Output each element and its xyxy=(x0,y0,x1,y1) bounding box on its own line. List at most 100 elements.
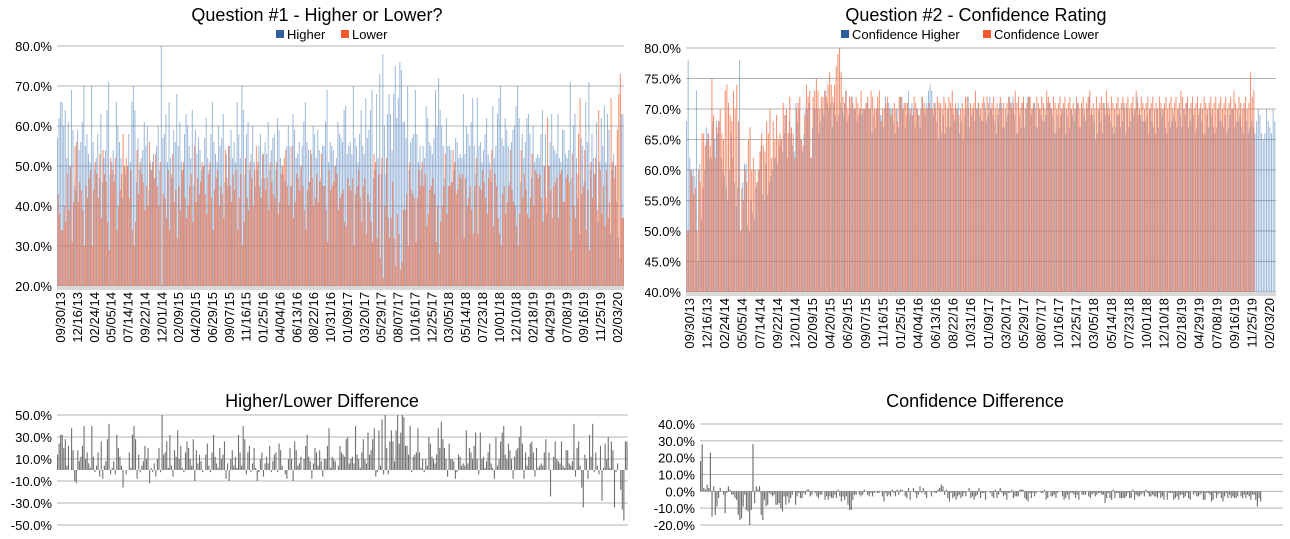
bar-higher xyxy=(699,163,701,292)
bar-higher xyxy=(112,150,114,286)
bar-lower xyxy=(1102,102,1104,293)
bar-lower xyxy=(100,218,102,286)
bar-difference xyxy=(839,491,841,497)
bar-higher xyxy=(918,115,920,292)
bar-lower xyxy=(179,210,181,286)
bar-difference xyxy=(330,467,332,470)
bar-difference xyxy=(74,470,76,481)
bar-lower xyxy=(511,190,513,286)
bar-higher xyxy=(515,106,517,286)
bar-lower xyxy=(196,178,198,286)
bar-higher xyxy=(831,127,833,292)
bar-higher xyxy=(472,98,474,286)
axis-floor xyxy=(686,292,1276,296)
bar-higher xyxy=(599,162,601,286)
bar-higher xyxy=(191,110,193,286)
bar-lower xyxy=(409,162,411,286)
bar-lower xyxy=(139,162,141,286)
bar-higher xyxy=(109,174,111,286)
bar-difference xyxy=(821,491,823,495)
bar-lower xyxy=(1200,102,1202,293)
bar-difference xyxy=(1197,491,1199,497)
bar-higher xyxy=(999,102,1001,293)
bar-lower xyxy=(749,127,751,292)
bar-lower xyxy=(1216,109,1218,292)
bar-higher xyxy=(546,214,548,286)
bar-higher xyxy=(312,126,314,286)
bar-lower xyxy=(619,74,621,286)
bar-higher xyxy=(1196,127,1198,292)
bar-difference xyxy=(521,443,523,470)
bar-higher xyxy=(122,198,124,286)
bar-difference xyxy=(418,452,421,470)
bar-lower xyxy=(898,96,900,292)
bar-difference xyxy=(80,456,82,470)
bar-lower xyxy=(979,109,981,292)
bar-higher xyxy=(89,162,91,286)
bar-difference xyxy=(1097,491,1100,494)
bar-lower xyxy=(85,186,87,286)
bar-higher xyxy=(1053,133,1055,292)
bar-higher xyxy=(780,139,782,292)
bar-lower xyxy=(819,109,821,292)
bar-difference xyxy=(844,491,846,500)
x-tick-label: 12/25/17 xyxy=(1069,298,1084,349)
bar-higher xyxy=(74,186,76,286)
bar-difference xyxy=(592,423,594,470)
bar-difference xyxy=(889,491,892,497)
bar-lower xyxy=(581,194,583,286)
bar-difference xyxy=(770,491,772,495)
bar-lower xyxy=(1167,109,1169,292)
bar-lower xyxy=(584,150,586,286)
bar-lower xyxy=(1004,109,1006,292)
bar-lower xyxy=(1019,109,1021,292)
bar-lower xyxy=(1251,96,1253,292)
bar-difference xyxy=(729,489,731,492)
bar-difference xyxy=(1099,491,1101,494)
bar-higher xyxy=(197,138,199,286)
bar-lower xyxy=(936,96,938,292)
bar-lower xyxy=(252,206,254,286)
bar-higher xyxy=(1266,109,1268,292)
bar-higher xyxy=(165,114,167,286)
bar-lower xyxy=(520,150,522,286)
bar-difference xyxy=(953,491,955,497)
bar-difference xyxy=(426,465,428,470)
bar-lower xyxy=(418,170,420,286)
bar-lower xyxy=(582,186,584,286)
bar-lower xyxy=(268,210,270,286)
bar-lower xyxy=(121,174,123,286)
bar-higher xyxy=(603,106,605,286)
bar-higher xyxy=(380,174,382,286)
chart-q2-svg: Question #2 - Confidence Rating Confiden… xyxy=(645,5,1277,349)
bar-lower xyxy=(1112,102,1114,293)
bar-higher xyxy=(177,146,179,286)
bar-difference xyxy=(1168,491,1170,494)
bar-lower xyxy=(1036,96,1038,292)
bar-higher xyxy=(800,139,802,292)
bar-higher xyxy=(1131,109,1133,292)
bar-lower xyxy=(341,194,343,286)
bar-lower xyxy=(401,262,403,286)
bar-lower xyxy=(413,198,415,286)
bar-difference xyxy=(506,459,508,470)
bar-difference xyxy=(850,491,852,510)
bar-higher xyxy=(431,154,433,286)
bar-difference xyxy=(91,426,93,470)
bar-lower xyxy=(1117,96,1119,292)
bar-higher xyxy=(486,118,488,286)
bar-difference xyxy=(1065,491,1067,499)
bar-higher xyxy=(846,121,848,292)
bar-lower xyxy=(1039,109,1041,292)
bar-difference xyxy=(464,465,466,470)
x-tick-label: 02/24/14 xyxy=(717,298,732,349)
bar-lower xyxy=(1178,102,1180,293)
bar-lower xyxy=(296,174,298,286)
bar-higher xyxy=(1237,121,1239,292)
bar-higher xyxy=(301,146,303,286)
bar-difference xyxy=(67,445,70,470)
bar-lower xyxy=(505,214,507,286)
bar-difference xyxy=(1089,491,1091,499)
y-tick-label: -10.0% xyxy=(654,501,696,516)
bar-difference xyxy=(197,463,199,470)
